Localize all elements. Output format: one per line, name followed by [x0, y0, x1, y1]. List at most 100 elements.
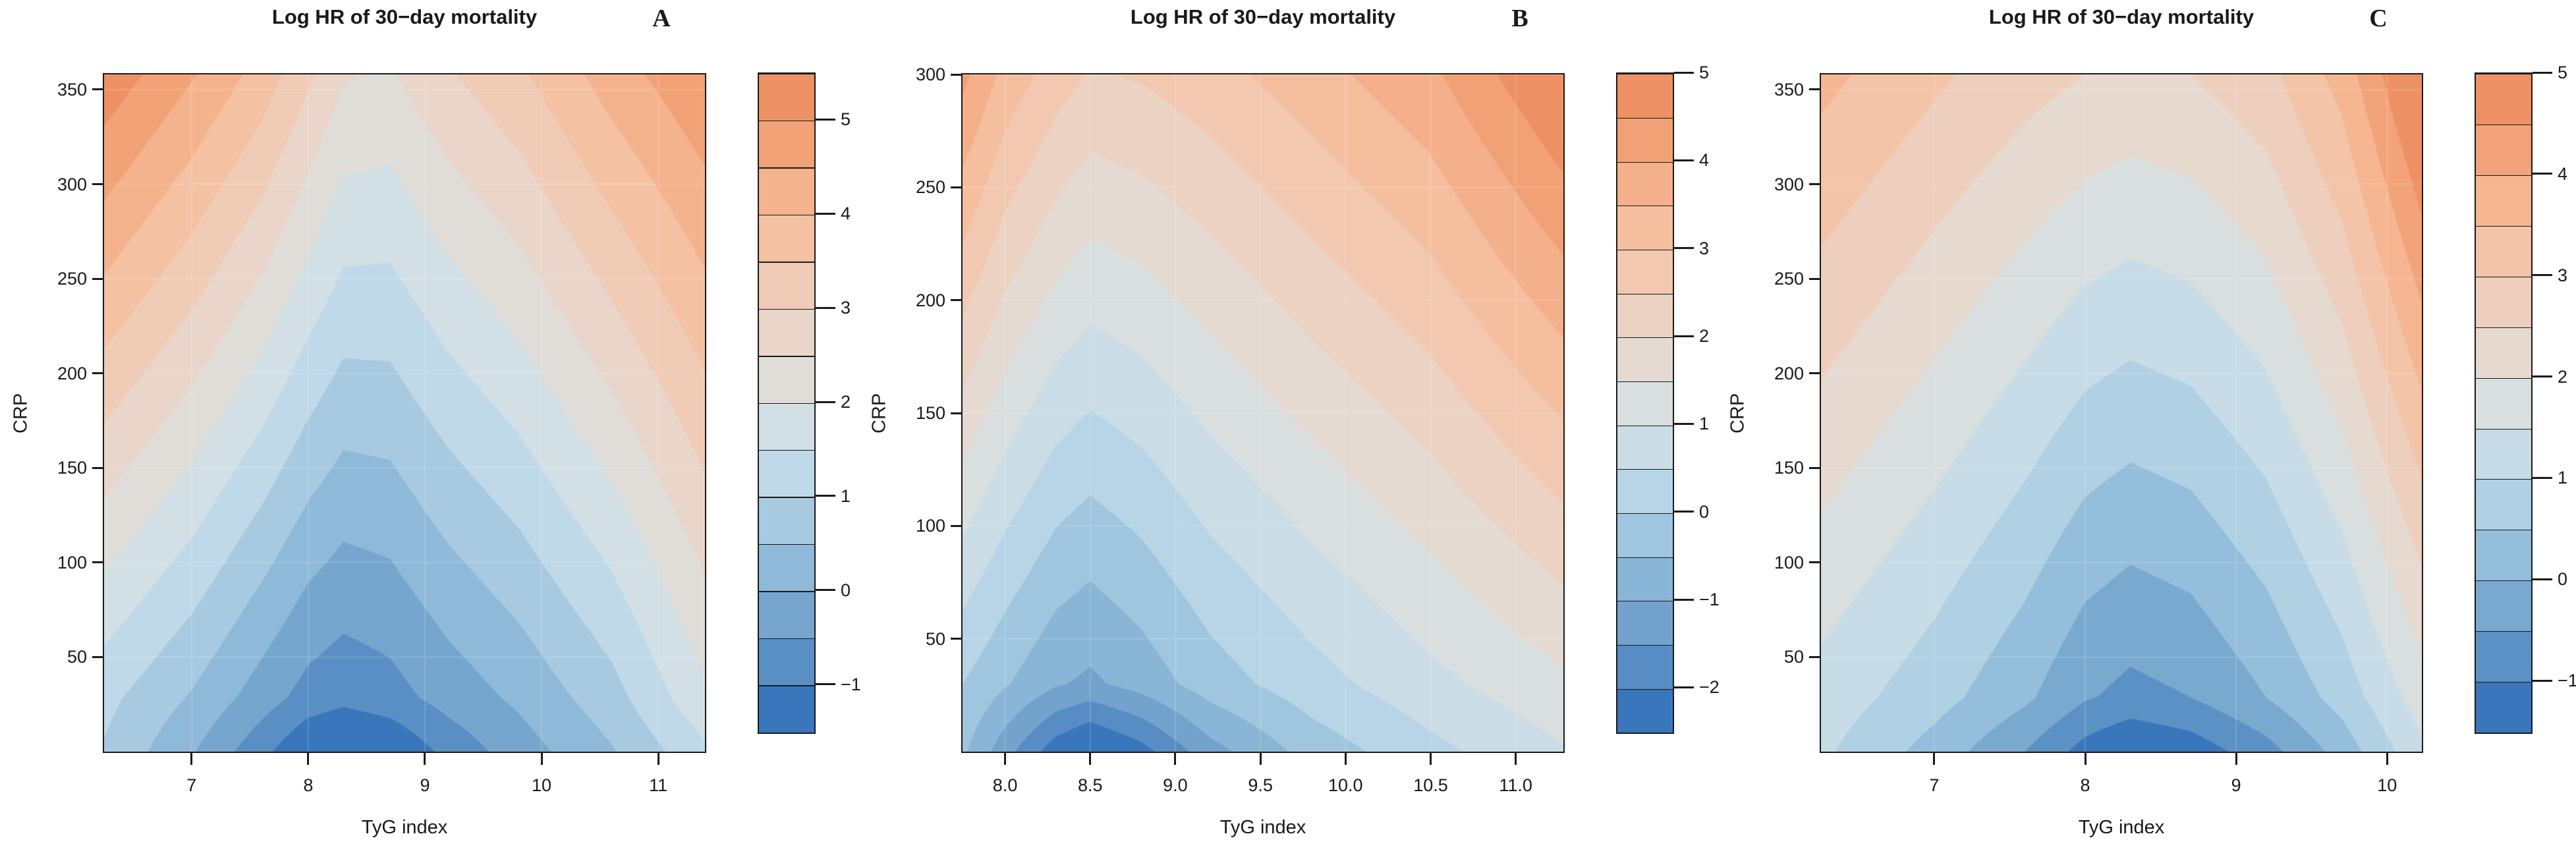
colorbar-tick-mark: [2533, 274, 2552, 277]
y-tick-label: 350: [57, 79, 87, 99]
colorbar-cell: [1617, 557, 1673, 601]
colorbar-cell: [2476, 580, 2531, 632]
x-tick-label: 9: [2231, 775, 2241, 795]
colorbar-cell: [2476, 378, 2531, 430]
colorbar-tick-mark: [2533, 578, 2552, 580]
y-tick-mark: [92, 655, 104, 658]
x-tick-mark: [1259, 753, 1262, 765]
y-tick-mark: [1809, 655, 1821, 658]
colorbar-tick-mark: [2533, 476, 2552, 479]
panel-letter: C: [2369, 5, 2388, 32]
y-tick-label: 300: [915, 65, 945, 84]
colorbar-cell: [1617, 513, 1673, 558]
colorbar-cell: [1617, 206, 1673, 250]
colorbar-tick-label: 5: [2558, 63, 2568, 82]
panel-c: Log HR of 30−day mortality C CRP TyG ind…: [1717, 0, 2576, 861]
colorbar-cell: [2476, 682, 2531, 733]
colorbar-tick-label: 2: [841, 392, 851, 412]
colorbar-tick-label: 0: [2558, 569, 2568, 590]
colorbar-cell: [2476, 125, 2531, 176]
y-tick-label: 300: [57, 174, 87, 194]
colorbar-cell: [759, 168, 814, 215]
colorbar-cell: [759, 121, 814, 168]
y-tick-mark: [1809, 183, 1821, 186]
x-tick-label: 8: [303, 775, 314, 795]
y-tick-label: 250: [915, 177, 945, 198]
colorbar-tick-label: 3: [2558, 265, 2568, 285]
x-tick-mark: [1933, 753, 1936, 765]
colorbar-tick-label: 5: [841, 109, 851, 130]
colorbar-cell: [1617, 688, 1673, 733]
colorbar-tick-label: −1: [1699, 590, 1720, 609]
contour-canvas: [104, 74, 705, 752]
colorbar-tick-mark: [2533, 679, 2552, 682]
colorbar-cell: [1617, 645, 1673, 690]
colorbar-cell: [759, 450, 814, 497]
colorbar-cell: [2476, 631, 2531, 682]
y-tick-label: 200: [57, 363, 87, 383]
colorbar-tick-label: 1: [2558, 468, 2568, 488]
plot-area: [1820, 73, 2423, 753]
y-tick-label: 150: [57, 458, 87, 478]
colorbar-tick-label: 0: [841, 580, 851, 600]
y-tick-mark: [92, 372, 104, 375]
colorbar-cell: [759, 74, 814, 121]
colorbar-tick-mark: [1674, 422, 1694, 425]
y-tick-mark: [951, 638, 963, 640]
colorbar-cell: [2476, 175, 2531, 227]
x-axis-label: TyG index: [1219, 817, 1306, 838]
x-tick-label: 11: [649, 775, 668, 795]
y-tick-mark: [1809, 277, 1821, 280]
y-tick-label: 100: [1774, 552, 1804, 572]
colorbar-tick-label: 5: [1699, 63, 1710, 82]
panel-b: Log HR of 30−day mortality B CRP TyG ind…: [858, 0, 1720, 861]
colorbar-tick-mark: [1674, 598, 1694, 601]
colorbar-cell: [1617, 601, 1673, 646]
colorbar-cell: [2476, 226, 2531, 277]
colorbar-cell: [2476, 327, 2531, 379]
colorbar: [758, 72, 816, 734]
colorbar-tick-mark: [1674, 511, 1694, 513]
y-tick-mark: [951, 299, 963, 302]
y-tick-mark: [92, 277, 104, 280]
x-tick-label: 8.5: [1077, 775, 1103, 795]
x-tick-label: 10: [2377, 775, 2397, 795]
y-tick-mark: [92, 183, 104, 186]
colorbar-cell: [1617, 293, 1673, 338]
y-tick-label: 200: [915, 290, 945, 310]
y-tick-mark: [92, 561, 104, 564]
colorbar-tick-mark: [1674, 159, 1694, 161]
x-axis-label: TyG index: [2078, 817, 2165, 838]
colorbar-cell: [759, 497, 814, 545]
colorbar: [1616, 72, 1674, 734]
colorbar-cell: [2476, 479, 2531, 530]
y-tick-mark: [1809, 561, 1821, 564]
colorbar-cell: [759, 403, 814, 451]
x-tick-label: 9.0: [1163, 775, 1188, 795]
y-tick-label: 100: [57, 552, 87, 572]
colorbar-cell: [759, 262, 814, 310]
colorbar-cell: [1617, 381, 1673, 426]
panel-title: Log HR of 30−day mortality: [271, 5, 538, 28]
x-tick-mark: [1344, 753, 1347, 765]
colorbar-cell: [1617, 250, 1673, 294]
colorbar-tick-label: 4: [841, 204, 851, 224]
colorbar-tick-mark: [1674, 686, 1694, 688]
y-tick-label: 100: [915, 516, 945, 536]
x-tick-label: 7: [186, 775, 197, 795]
x-tick-label: 10.5: [1413, 775, 1448, 795]
y-tick-label: 150: [1774, 458, 1804, 478]
y-tick-label: 250: [57, 269, 87, 289]
y-tick-mark: [1809, 88, 1821, 91]
plot-area: [961, 73, 1565, 753]
y-tick-mark: [951, 73, 963, 76]
y-tick-label: 50: [67, 647, 87, 667]
colorbar-cell: [759, 544, 814, 592]
x-tick-mark: [1174, 753, 1177, 765]
x-tick-mark: [2235, 753, 2237, 765]
y-tick-label: 350: [1774, 79, 1804, 99]
panel-letter: A: [652, 5, 671, 32]
colorbar-tick-label: 4: [2558, 163, 2568, 184]
contour-canvas: [1821, 74, 2422, 752]
